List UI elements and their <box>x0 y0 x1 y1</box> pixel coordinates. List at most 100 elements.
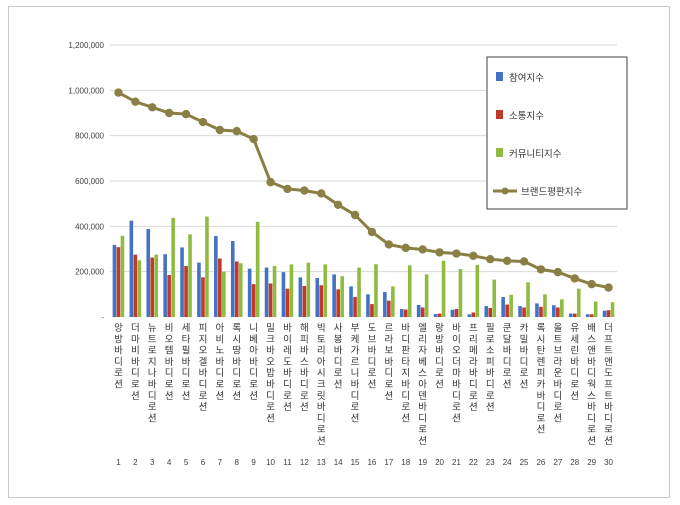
bar-커뮤니티지수 <box>272 266 277 317</box>
bar-소통지수 <box>218 258 222 317</box>
bar-참여지수 <box>467 314 472 317</box>
bar-커뮤니티지수 <box>120 235 125 317</box>
point-브랜드평판지수 <box>333 200 343 209</box>
bar-커뮤니티지수 <box>526 282 530 317</box>
bar-참여지수 <box>298 277 303 317</box>
bar-참여지수 <box>214 236 218 317</box>
point-브랜드평판지수 <box>401 243 410 253</box>
bar-소통지수 <box>353 297 357 317</box>
bar-커뮤니티지수 <box>289 264 294 317</box>
bar-소통지수 <box>437 313 442 317</box>
bar-커뮤니티지수 <box>374 264 378 317</box>
bar-소통지수 <box>116 247 121 317</box>
point-브랜드평판지수 <box>164 108 174 118</box>
bar-참여지수 <box>416 304 421 317</box>
bar-소통지수 <box>201 277 205 317</box>
bar-커뮤니티지수 <box>441 260 446 317</box>
bar-소통지수 <box>184 266 188 317</box>
category-index: 9 <box>251 458 256 467</box>
bar-커뮤니티지수 <box>391 286 395 317</box>
bar-소통지수 <box>285 288 290 317</box>
bar-소통지수 <box>522 307 526 317</box>
bar-참여지수 <box>163 254 167 317</box>
chart-frame: - 200,000 400,000 600,000 800,000 1,000,000 1,… <box>8 6 670 498</box>
bar-참여지수 <box>146 229 151 317</box>
bar-소통지수 <box>336 289 340 317</box>
bar-커뮤니티지수 <box>205 216 209 317</box>
legend-swatch <box>496 110 503 119</box>
category-index: 8 <box>235 458 240 467</box>
bar-참여지수 <box>129 220 134 317</box>
bar-커뮤니티지수 <box>340 276 344 317</box>
bar-참여지수 <box>264 267 269 317</box>
bar-소통지수 <box>539 306 543 317</box>
bar-소통지수 <box>488 307 493 317</box>
bar-소통지수 <box>471 312 476 317</box>
y-tick-label: 400,000 <box>75 222 104 231</box>
bar-참여지수 <box>518 306 522 317</box>
bar-소통지수 <box>387 300 391 317</box>
bar-커뮤니티지수 <box>357 267 361 317</box>
category-index: 19 <box>418 458 427 467</box>
legend-swatch-marker <box>501 187 509 195</box>
point-브랜드평판지수 <box>519 257 529 266</box>
category-index: 16 <box>367 458 376 467</box>
bar-소통지수 <box>556 307 560 317</box>
category-index: 11 <box>283 458 292 467</box>
y-tick-label: 1,000,000 <box>68 86 104 95</box>
bar-커뮤니티지수 <box>171 217 175 317</box>
point-브랜드평판지수 <box>114 88 123 97</box>
bar-소통지수 <box>454 309 459 317</box>
bar-참여지수 <box>281 272 286 317</box>
point-브랜드평판지수 <box>604 283 613 292</box>
category-index: 29 <box>587 458 596 467</box>
brand-reputation-chart: - 200,000 400,000 600,000 800,000 1,000,000 1,… <box>68 41 628 467</box>
bar-참여지수 <box>552 305 556 317</box>
bar-참여지수 <box>602 310 607 317</box>
bar-커뮤니티지수 <box>255 221 260 317</box>
category-index: 22 <box>469 458 478 467</box>
bar-참여지수 <box>247 268 252 317</box>
category-index: 15 <box>351 458 360 467</box>
line-series <box>114 88 613 292</box>
category-index: 2 <box>133 458 138 467</box>
bar-series <box>112 216 615 317</box>
bar-참여지수 <box>332 274 336 317</box>
bar-소통지수 <box>251 284 256 317</box>
gridlines <box>110 44 617 273</box>
point-브랜드평판지수 <box>198 117 208 127</box>
bar-소통지수 <box>150 257 155 317</box>
category-index: 3 <box>150 458 155 467</box>
point-브랜드평판지수 <box>570 274 579 283</box>
category-index: 24 <box>503 458 512 467</box>
point-브랜드평판지수 <box>266 177 275 187</box>
bar-커뮤니티지수 <box>610 302 615 317</box>
bar-참여지수 <box>180 247 184 317</box>
bar-소통지수 <box>133 254 138 317</box>
category-index: 12 <box>300 458 309 467</box>
bar-소통지수 <box>268 283 273 317</box>
y-tick-label: - <box>101 313 104 322</box>
category-index: 21 <box>452 458 461 467</box>
point-브랜드평판지수 <box>350 210 360 220</box>
category-index: 17 <box>384 458 393 467</box>
bar-커뮤니티지수 <box>154 254 159 317</box>
point-브랜드평판지수 <box>367 227 377 237</box>
bar-커뮤니티지수 <box>543 294 547 317</box>
